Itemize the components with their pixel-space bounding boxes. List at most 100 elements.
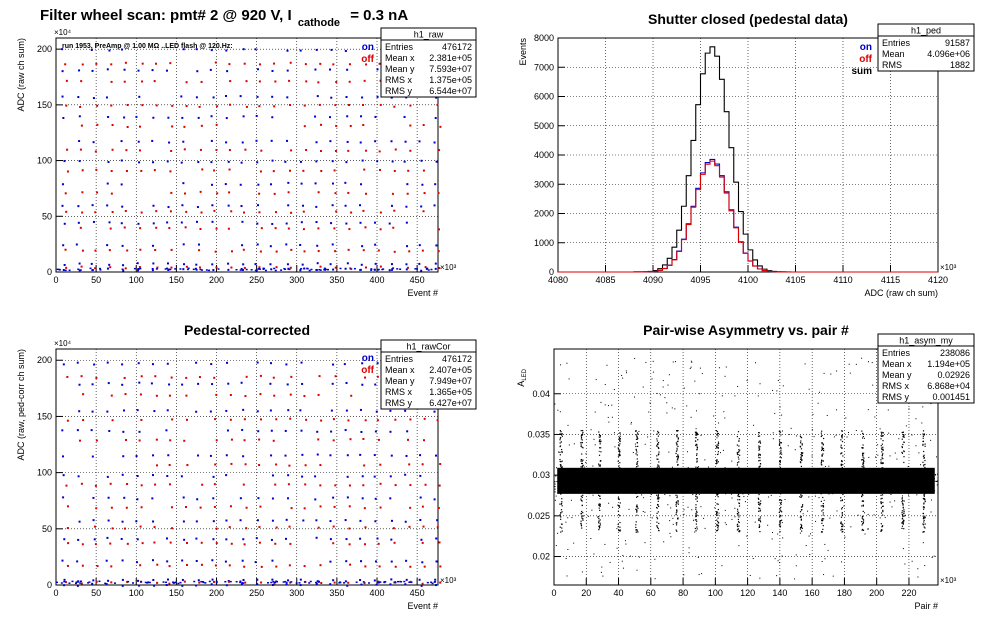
raw-stats-label: RMS y: [385, 86, 413, 96]
asym-point: [684, 482, 686, 484]
asym-spike-point: [901, 512, 903, 514]
asym-point: [661, 484, 663, 486]
cor-point-on: [404, 583, 407, 586]
raw-point-off: [124, 210, 127, 213]
asym-spike-point: [800, 448, 803, 450]
asym-point: [775, 479, 777, 481]
asym-point: [625, 475, 627, 477]
asym-point: [665, 484, 667, 486]
asym-point: [622, 480, 624, 482]
asym-spike-point: [697, 439, 699, 441]
asym-spike-point: [617, 460, 619, 462]
asym-point: [576, 475, 578, 477]
asym-outlier-point: [898, 438, 900, 440]
asym-point: [689, 486, 691, 488]
asym-point: [592, 480, 594, 482]
raw-point-off: [439, 125, 442, 128]
cor-point-off: [229, 393, 232, 396]
asym-point: [923, 481, 925, 483]
raw-point-off: [243, 266, 246, 269]
asym-point: [670, 471, 672, 473]
asym-point: [631, 473, 633, 475]
raw-point-on: [403, 115, 406, 118]
raw-point-on: [75, 243, 78, 246]
raw-point-off: [227, 227, 230, 230]
raw-point-on: [56, 268, 59, 271]
asym-spike-point: [618, 468, 621, 471]
raw-point-on: [186, 268, 189, 271]
asym-point: [836, 482, 838, 484]
cor-point-on: [287, 474, 290, 477]
cor-point-off: [200, 541, 203, 544]
asym-spike-point: [736, 464, 739, 466]
asym-spike-point: [759, 477, 762, 479]
cor-point-on: [60, 582, 63, 584]
raw-point-off: [319, 123, 322, 126]
cor-point-on: [68, 582, 71, 584]
asym-spike-point: [635, 430, 637, 432]
raw-point-off: [318, 103, 321, 106]
asym-point: [640, 477, 642, 479]
asym-outlier-point: [795, 565, 797, 567]
asym-point: [908, 494, 910, 496]
cor-point-on: [151, 474, 154, 477]
asym-outlier-point: [902, 548, 904, 550]
asym-point: [930, 485, 932, 487]
asym-spike-point: [840, 477, 843, 479]
asym-point: [857, 485, 859, 487]
raw-point-off: [273, 192, 276, 195]
asym-point: [836, 472, 838, 474]
asym-spike-point: [617, 479, 620, 481]
cor-point-off: [364, 526, 367, 529]
raw-point-on: [434, 267, 437, 270]
cor-point-on: [284, 580, 287, 583]
asym-spike-point: [923, 526, 925, 528]
asym-spike-point: [637, 495, 639, 498]
asym-outlier-point: [565, 558, 567, 560]
asym-spike-point: [676, 471, 678, 473]
asym-outlier-point: [782, 385, 784, 387]
asym-point: [740, 484, 742, 486]
cor-point-on: [226, 429, 229, 432]
raw-point-off: [80, 265, 83, 268]
raw-point-off: [393, 209, 396, 212]
raw-point-off: [141, 104, 144, 107]
raw-point-off: [349, 124, 352, 127]
asym-point: [604, 474, 606, 476]
asym-spike-point: [881, 433, 883, 435]
asym-point: [601, 474, 603, 476]
cor-point-off: [333, 581, 336, 584]
asym-point: [613, 482, 615, 484]
asym-spike-point: [619, 454, 621, 456]
asym-spike-point: [779, 431, 781, 433]
asym-point: [600, 474, 602, 476]
asym-ytick-label: 0.035: [527, 429, 550, 439]
asym-outlier-point: [777, 560, 779, 562]
asym-outlier-point: [725, 366, 727, 368]
asym-outlier-point: [622, 567, 624, 569]
raw-point-on: [64, 269, 67, 272]
asym-outlier-point: [904, 514, 906, 516]
asym-spike-point: [881, 497, 883, 499]
asym-point: [666, 485, 668, 487]
asym-outlier-point: [689, 367, 691, 369]
asym-point: [832, 493, 834, 495]
cor-point-on: [433, 410, 436, 413]
asym-spike-point: [901, 431, 903, 434]
cor-point-off: [185, 376, 188, 379]
raw-point-off: [364, 226, 367, 229]
asym-point: [727, 473, 729, 475]
asym-point: [608, 483, 610, 485]
asym-spike-point: [656, 526, 659, 528]
asym-outlier-point: [588, 515, 590, 517]
asym-spike-point: [695, 454, 698, 456]
asym-spike-point: [598, 483, 600, 486]
asym-spike-point: [779, 530, 781, 533]
asym-spike-point: [737, 490, 739, 492]
asym-point: [686, 491, 688, 493]
asym-spike-point: [840, 444, 842, 446]
asym-point: [641, 483, 643, 485]
asym-spike-point: [924, 443, 926, 445]
asym-spike-point: [677, 445, 679, 448]
asym-point: [658, 487, 660, 489]
